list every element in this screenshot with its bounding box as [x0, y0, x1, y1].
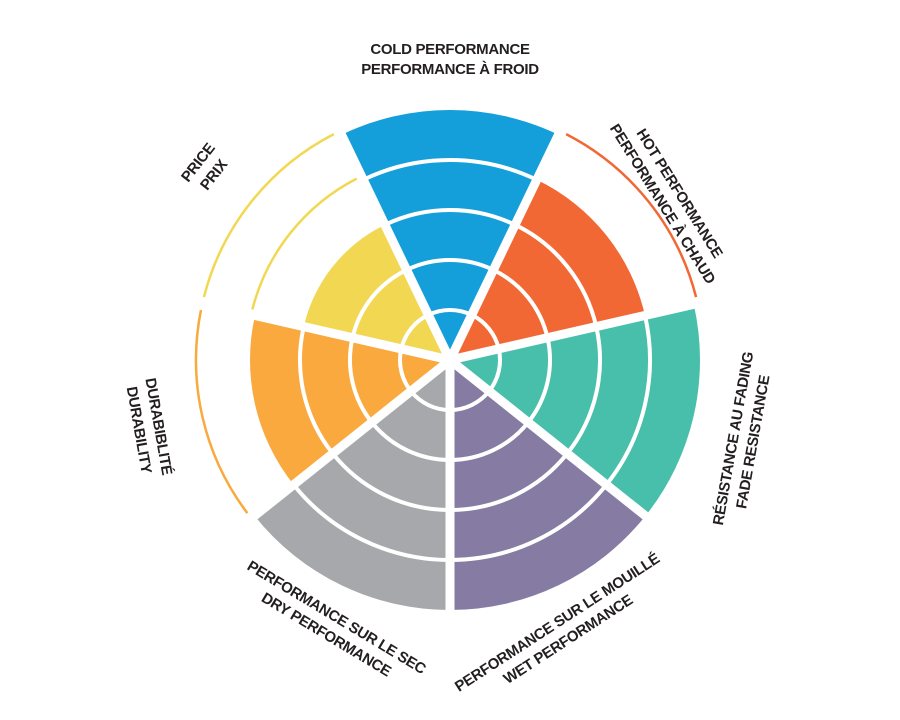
empty-level-arc — [565, 133, 698, 298]
level-ring — [565, 326, 602, 455]
level-ring — [331, 452, 451, 512]
level-ring — [370, 421, 451, 462]
sector-fill — [450, 360, 646, 610]
sector-gap — [156, 288, 452, 365]
sector-6 — [202, 133, 450, 360]
sector-fill — [450, 179, 645, 360]
empty-level-arc — [251, 177, 358, 310]
sector-gap — [212, 356, 453, 551]
sector-3 — [449, 360, 646, 610]
sector-4 — [254, 360, 451, 610]
label-line-2: PERFORMANCE À FROID — [361, 61, 539, 78]
sector-0 — [341, 110, 559, 361]
sector-5 — [194, 309, 450, 514]
sector-gap — [445, 87, 585, 362]
sector-fill — [450, 304, 701, 516]
label-line-1: COLD PERFORMANCE — [370, 41, 530, 58]
sector-fill — [254, 360, 450, 610]
sector-gap — [315, 87, 455, 362]
level-ring — [350, 268, 408, 339]
level-ring — [405, 258, 495, 272]
sector-1 — [450, 133, 698, 360]
level-ring — [449, 452, 569, 512]
level-ring — [526, 337, 552, 424]
level-ring — [384, 208, 516, 227]
level-ring — [514, 223, 599, 328]
level-ring — [449, 421, 530, 462]
empty-level-arc — [202, 133, 335, 298]
level-ring — [292, 483, 451, 562]
level-ring — [298, 326, 335, 455]
level-ring — [449, 483, 608, 562]
empty-level-arc — [194, 309, 249, 514]
level-ring — [604, 315, 652, 486]
category-label: COLD PERFORMANCE PERFORMANCE À FROID — [361, 41, 539, 78]
sector-gap — [448, 288, 744, 365]
level-ring — [362, 158, 538, 182]
level-ring — [348, 337, 374, 424]
sector-fill — [341, 110, 559, 361]
sector-gap — [447, 356, 688, 551]
level-ring — [492, 268, 550, 339]
